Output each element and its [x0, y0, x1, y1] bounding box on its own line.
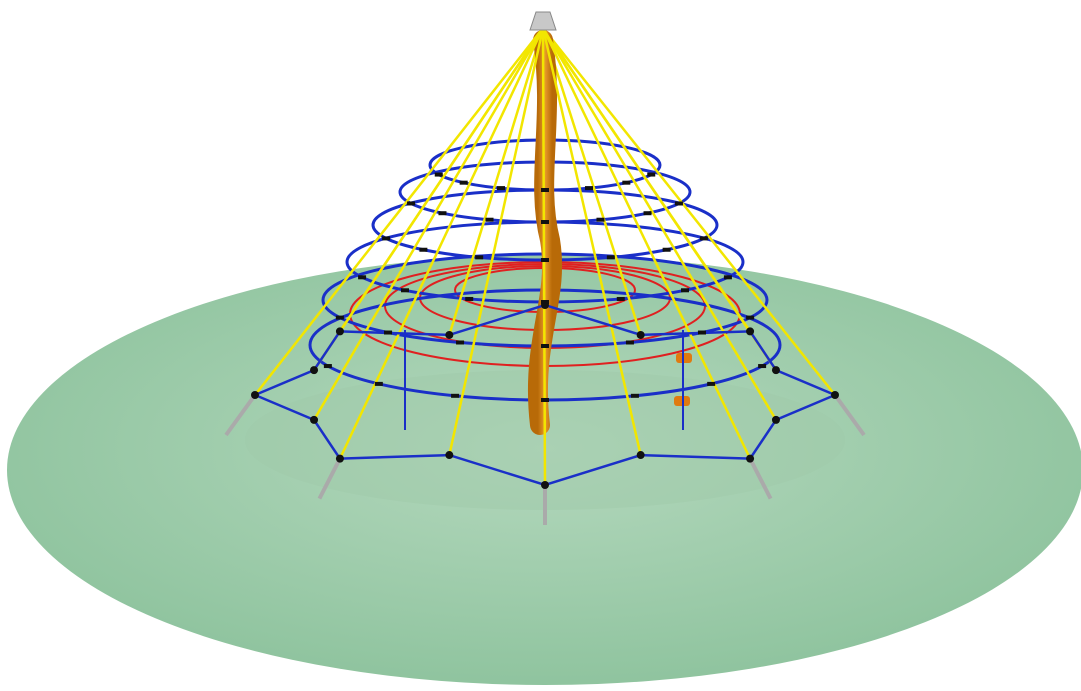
ring-clamp — [400, 288, 409, 293]
ring-clamp — [335, 315, 344, 320]
ring-clamp — [323, 364, 332, 369]
rope-knot — [831, 391, 839, 399]
yellow-rope — [338, 27, 545, 460]
rope-knot — [310, 366, 319, 375]
ring-clamp — [541, 188, 549, 192]
ring-clamp — [647, 172, 656, 177]
yellow-rope — [448, 27, 545, 456]
rope-knot — [746, 454, 755, 463]
rope-knot — [335, 327, 344, 336]
ring-clamp — [699, 236, 708, 241]
rope-knot — [771, 415, 780, 424]
ring-clamp — [419, 247, 428, 252]
ground-stake — [317, 457, 342, 500]
ring-clamp — [541, 300, 549, 304]
ring-clamp — [616, 296, 625, 301]
yellow-rope — [448, 27, 545, 336]
ring-clamp — [723, 275, 732, 280]
ring-clamp — [662, 247, 671, 252]
yellow-rope — [338, 27, 545, 333]
ring-clamp — [630, 393, 639, 398]
ring-clamp — [681, 288, 690, 293]
ring-clamp — [707, 381, 716, 386]
ground-stake — [224, 393, 257, 437]
rope-knot — [445, 330, 454, 339]
ring-clamp — [625, 340, 634, 345]
ring-clamp — [358, 275, 367, 280]
ring-clamp — [541, 258, 549, 262]
ring-clamp — [541, 220, 549, 224]
top-cap — [529, 11, 557, 31]
yellow-rope — [541, 27, 547, 486]
ring-clamp — [541, 398, 549, 402]
ring-clamp — [541, 344, 549, 348]
ring-clamp — [384, 330, 393, 335]
ring-clamp — [585, 186, 594, 191]
yellow-rope — [312, 27, 545, 421]
rope-knot — [636, 451, 645, 460]
ring-clamp — [456, 340, 465, 345]
ring-clamp — [674, 201, 683, 206]
rope-knot — [541, 481, 549, 489]
rope-knot — [445, 451, 454, 460]
yellow-rope — [541, 27, 778, 421]
ring-clamp — [434, 172, 443, 177]
ring-clamp — [643, 211, 652, 216]
rope-knot — [746, 327, 755, 336]
rope-knot — [310, 415, 319, 424]
yellow-rope — [541, 27, 752, 460]
ring-clamp — [596, 217, 605, 222]
ring-clamp — [382, 236, 391, 241]
yellow-rope — [541, 27, 642, 336]
ring-clamp — [459, 180, 468, 185]
ring-clamp — [465, 296, 474, 301]
rope-knot — [251, 391, 259, 399]
ring-clamp — [746, 315, 755, 320]
ring-clamp — [606, 255, 615, 260]
ring-clamp — [438, 211, 447, 216]
yellow-rope — [541, 27, 642, 456]
ring-clamp — [475, 255, 484, 260]
rope-knot — [636, 330, 645, 339]
pole — [527, 30, 563, 435]
yellow-rope — [541, 27, 778, 371]
rope-knot — [771, 366, 780, 375]
ground-stake — [748, 457, 773, 500]
ground-stake — [833, 393, 866, 437]
rope-knot — [335, 454, 344, 463]
ring-clamp — [451, 393, 460, 398]
ring-clamp — [496, 186, 505, 191]
yellow-rope — [254, 27, 544, 396]
ring-clamp — [758, 364, 767, 369]
ring-clamp — [485, 217, 494, 222]
net-front — [224, 27, 866, 525]
yellow-rope — [542, 27, 836, 396]
ring-clamp — [407, 201, 416, 206]
ring-clamp — [622, 180, 631, 185]
ring-clamp — [697, 330, 706, 335]
ring-clamp — [374, 381, 383, 386]
